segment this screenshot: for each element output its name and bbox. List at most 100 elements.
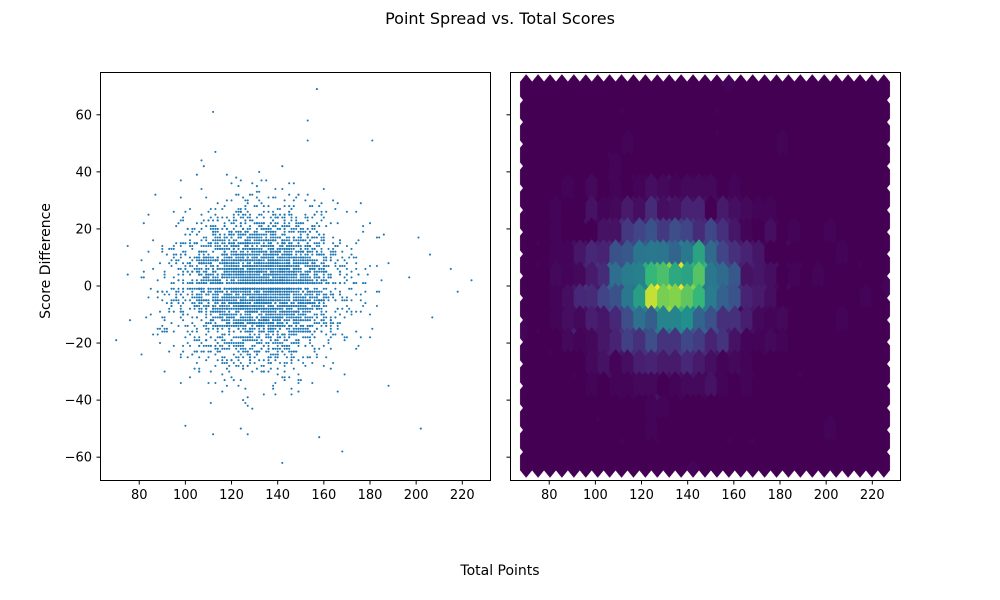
scatter-point (262, 302, 265, 305)
scatter-point (343, 336, 346, 339)
scatter-point (237, 324, 240, 327)
scatter-point (202, 324, 205, 327)
scatter-point (218, 350, 222, 353)
scatter-point (216, 236, 219, 239)
scatter-point (258, 279, 261, 282)
scatter-point (188, 333, 192, 336)
scatter-point (295, 262, 298, 265)
scatter-point (278, 213, 282, 216)
scatter-point (283, 344, 286, 347)
scatter-point (235, 176, 238, 179)
scatter-point (253, 299, 256, 302)
scatter-point (253, 242, 256, 245)
scatter-point (205, 304, 208, 308)
scatter-point (262, 262, 265, 265)
scatter-point (255, 264, 258, 268)
scatter-point (283, 225, 286, 228)
scatter-point (332, 253, 335, 256)
scatter-point (332, 293, 335, 296)
scatter-point (304, 262, 307, 265)
scatter-point (223, 307, 226, 310)
scatter-point (285, 256, 288, 259)
scatter-point (214, 310, 217, 313)
scatter-point (322, 233, 325, 236)
scatter-point (221, 310, 224, 313)
scatter-point (248, 330, 252, 333)
scatter-point (186, 270, 189, 273)
scatter-point (350, 287, 353, 290)
scatter-point (223, 361, 226, 365)
scatter-point (267, 347, 270, 350)
scatter-point (223, 379, 226, 382)
scatter-point (184, 264, 187, 268)
scatter-point (212, 250, 215, 253)
scatter-point (295, 290, 298, 293)
scatter-point (193, 307, 196, 310)
scatter-point (281, 350, 284, 353)
scatter-point (244, 230, 247, 233)
scatter-point (311, 296, 314, 299)
scatter-point (336, 222, 339, 225)
scatter-point (175, 299, 178, 302)
scatter-point (355, 256, 358, 259)
scatter-point (214, 381, 217, 385)
scatter-point (255, 185, 258, 188)
scatter-point (242, 319, 245, 322)
scatter-point (306, 253, 309, 256)
scatter-point (269, 296, 272, 299)
scatter-point (297, 341, 300, 345)
scatter-point (214, 279, 217, 282)
scatter-point (283, 219, 286, 222)
scatter-point (325, 259, 328, 262)
scatter-point (288, 333, 291, 336)
scatter-point (290, 256, 293, 259)
scatter-point (209, 264, 212, 268)
scatter-point (274, 253, 277, 256)
scatter-point (244, 302, 247, 305)
scatter-point (306, 233, 309, 236)
scatter-point (246, 250, 249, 253)
scatter-point (230, 339, 233, 342)
scatter-point (214, 347, 217, 350)
scatter-point (297, 316, 300, 319)
scatter-point (170, 247, 173, 250)
scatter-point (274, 313, 277, 316)
scatter-point (292, 302, 295, 305)
scatter-point (172, 282, 175, 285)
scatter-point (283, 199, 286, 202)
scatter-point (306, 273, 309, 276)
scatter-point (205, 327, 208, 330)
scatter-point (235, 225, 238, 228)
scatter-point (269, 339, 272, 342)
scatter-point (242, 344, 245, 347)
scatter-point (313, 242, 316, 245)
scatter-point (202, 344, 205, 347)
scatter-point (255, 322, 258, 325)
scatter-point (232, 299, 235, 302)
scatter-point (299, 239, 302, 242)
scatter-point (223, 313, 226, 316)
scatter-point (228, 264, 231, 268)
scatter-point (165, 290, 168, 293)
scatter-point (195, 361, 198, 365)
scatter-point (350, 313, 353, 316)
scatter-point (198, 304, 201, 308)
scatter-point (341, 264, 344, 268)
scatter-point (320, 307, 323, 310)
scatter-point (295, 333, 298, 336)
scatter-point (304, 282, 307, 285)
scatter-point (283, 347, 286, 350)
scatter-point (327, 341, 330, 345)
scatter-point (260, 313, 263, 316)
scatter-point (272, 196, 275, 199)
scatter-point (218, 344, 222, 347)
scatter-point (288, 316, 291, 319)
scatter-point (191, 302, 194, 305)
scatter-point (188, 282, 192, 285)
scatter-point (232, 276, 235, 279)
scatter-point (341, 250, 344, 253)
scatter-point (235, 276, 238, 279)
scatter-point (345, 210, 348, 213)
scatter-point (191, 322, 194, 325)
scatter-point (260, 293, 263, 296)
